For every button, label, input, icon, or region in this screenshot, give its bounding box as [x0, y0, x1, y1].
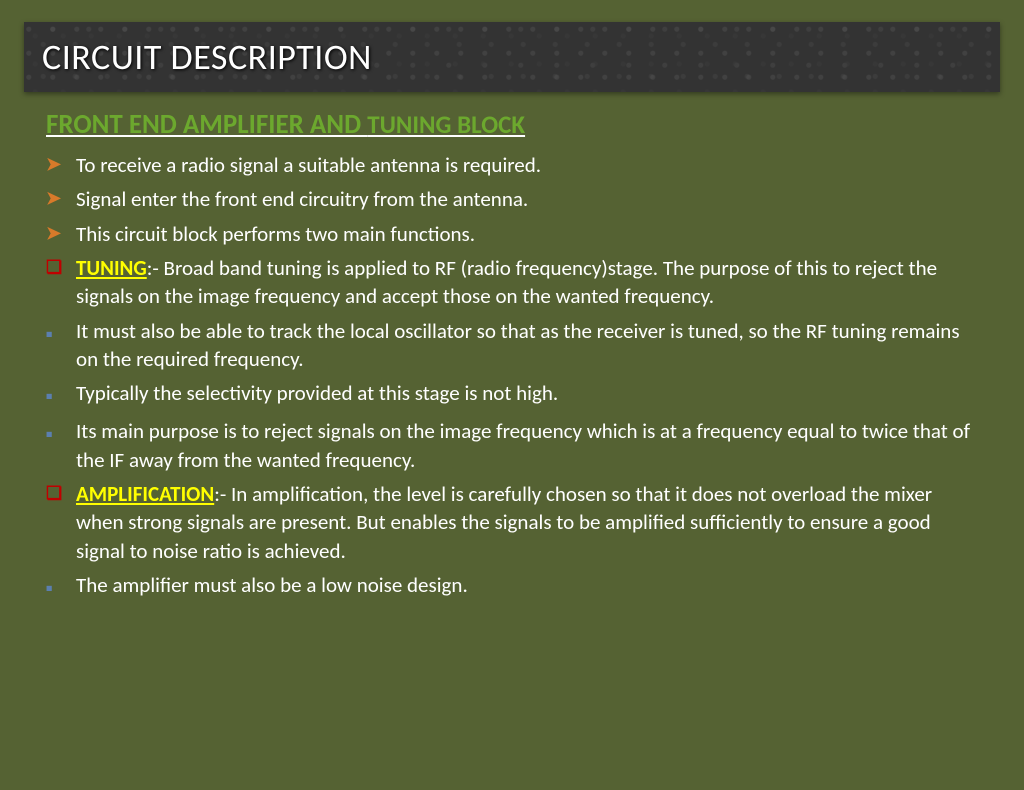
square-blue-icon: ▪	[46, 379, 76, 411]
bullet-text: TUNING:- Broad band tuning is applied to…	[76, 254, 978, 311]
bullet-body: :- Broad band tuning is applied to RF (r…	[76, 255, 937, 309]
arrow-icon: ➤	[46, 151, 76, 179]
subtitle-part-a: FRONT END AMPLIFIER AND	[46, 108, 367, 141]
square-blue-icon: ▪	[46, 317, 76, 349]
square-red-icon: ❏	[46, 480, 76, 508]
bullet-item: ▪Typically the selectivity provided at t…	[46, 379, 978, 411]
section-subtitle: FRONT END AMPLIFIER AND TUNING BLOCK	[46, 108, 978, 141]
bullet-item: ▪Its main purpose is to reject signals o…	[46, 417, 978, 474]
bullet-item: ➤This circuit block performs two main fu…	[46, 220, 978, 248]
bullet-text: To receive a radio signal a suitable ant…	[76, 151, 978, 179]
square-blue-icon: ▪	[46, 571, 76, 603]
square-red-icon: ❏	[46, 254, 76, 282]
bullet-list: ➤To receive a radio signal a suitable an…	[46, 151, 978, 603]
subtitle-part-b: TUNING BLOCK	[367, 109, 525, 140]
arrow-icon: ➤	[46, 220, 76, 248]
arrow-icon: ➤	[46, 185, 76, 213]
bullet-text: This circuit block performs two main fun…	[76, 220, 978, 248]
bullet-item: ▪The amplifier must also be a low noise …	[46, 571, 978, 603]
slide-title: CIRCUIT DESCRIPTION	[42, 35, 372, 79]
bullet-text: Typically the selectivity provided at th…	[76, 379, 978, 407]
title-bar: CIRCUIT DESCRIPTION	[24, 22, 1000, 92]
square-blue-icon: ▪	[46, 417, 76, 449]
keyword-label: AMPLIFICATION	[76, 481, 214, 507]
bullet-item: ❏TUNING:- Broad band tuning is applied t…	[46, 254, 978, 311]
bullet-item: ➤Signal enter the front end circuitry fr…	[46, 185, 978, 213]
bullet-text: Signal enter the front end circuitry fro…	[76, 185, 978, 213]
bullet-text: It must also be able to track the local …	[76, 317, 978, 374]
bullet-text: AMPLIFICATION:- In amplification, the le…	[76, 480, 978, 565]
bullet-item: ▪It must also be able to track the local…	[46, 317, 978, 374]
slide-content: FRONT END AMPLIFIER AND TUNING BLOCK ➤To…	[0, 92, 1024, 603]
bullet-text: The amplifier must also be a low noise d…	[76, 571, 978, 599]
bullet-item: ❏AMPLIFICATION:- In amplification, the l…	[46, 480, 978, 565]
bullet-item: ➤To receive a radio signal a suitable an…	[46, 151, 978, 179]
keyword-label: TUNING	[76, 255, 147, 281]
bullet-text: Its main purpose is to reject signals on…	[76, 417, 978, 474]
